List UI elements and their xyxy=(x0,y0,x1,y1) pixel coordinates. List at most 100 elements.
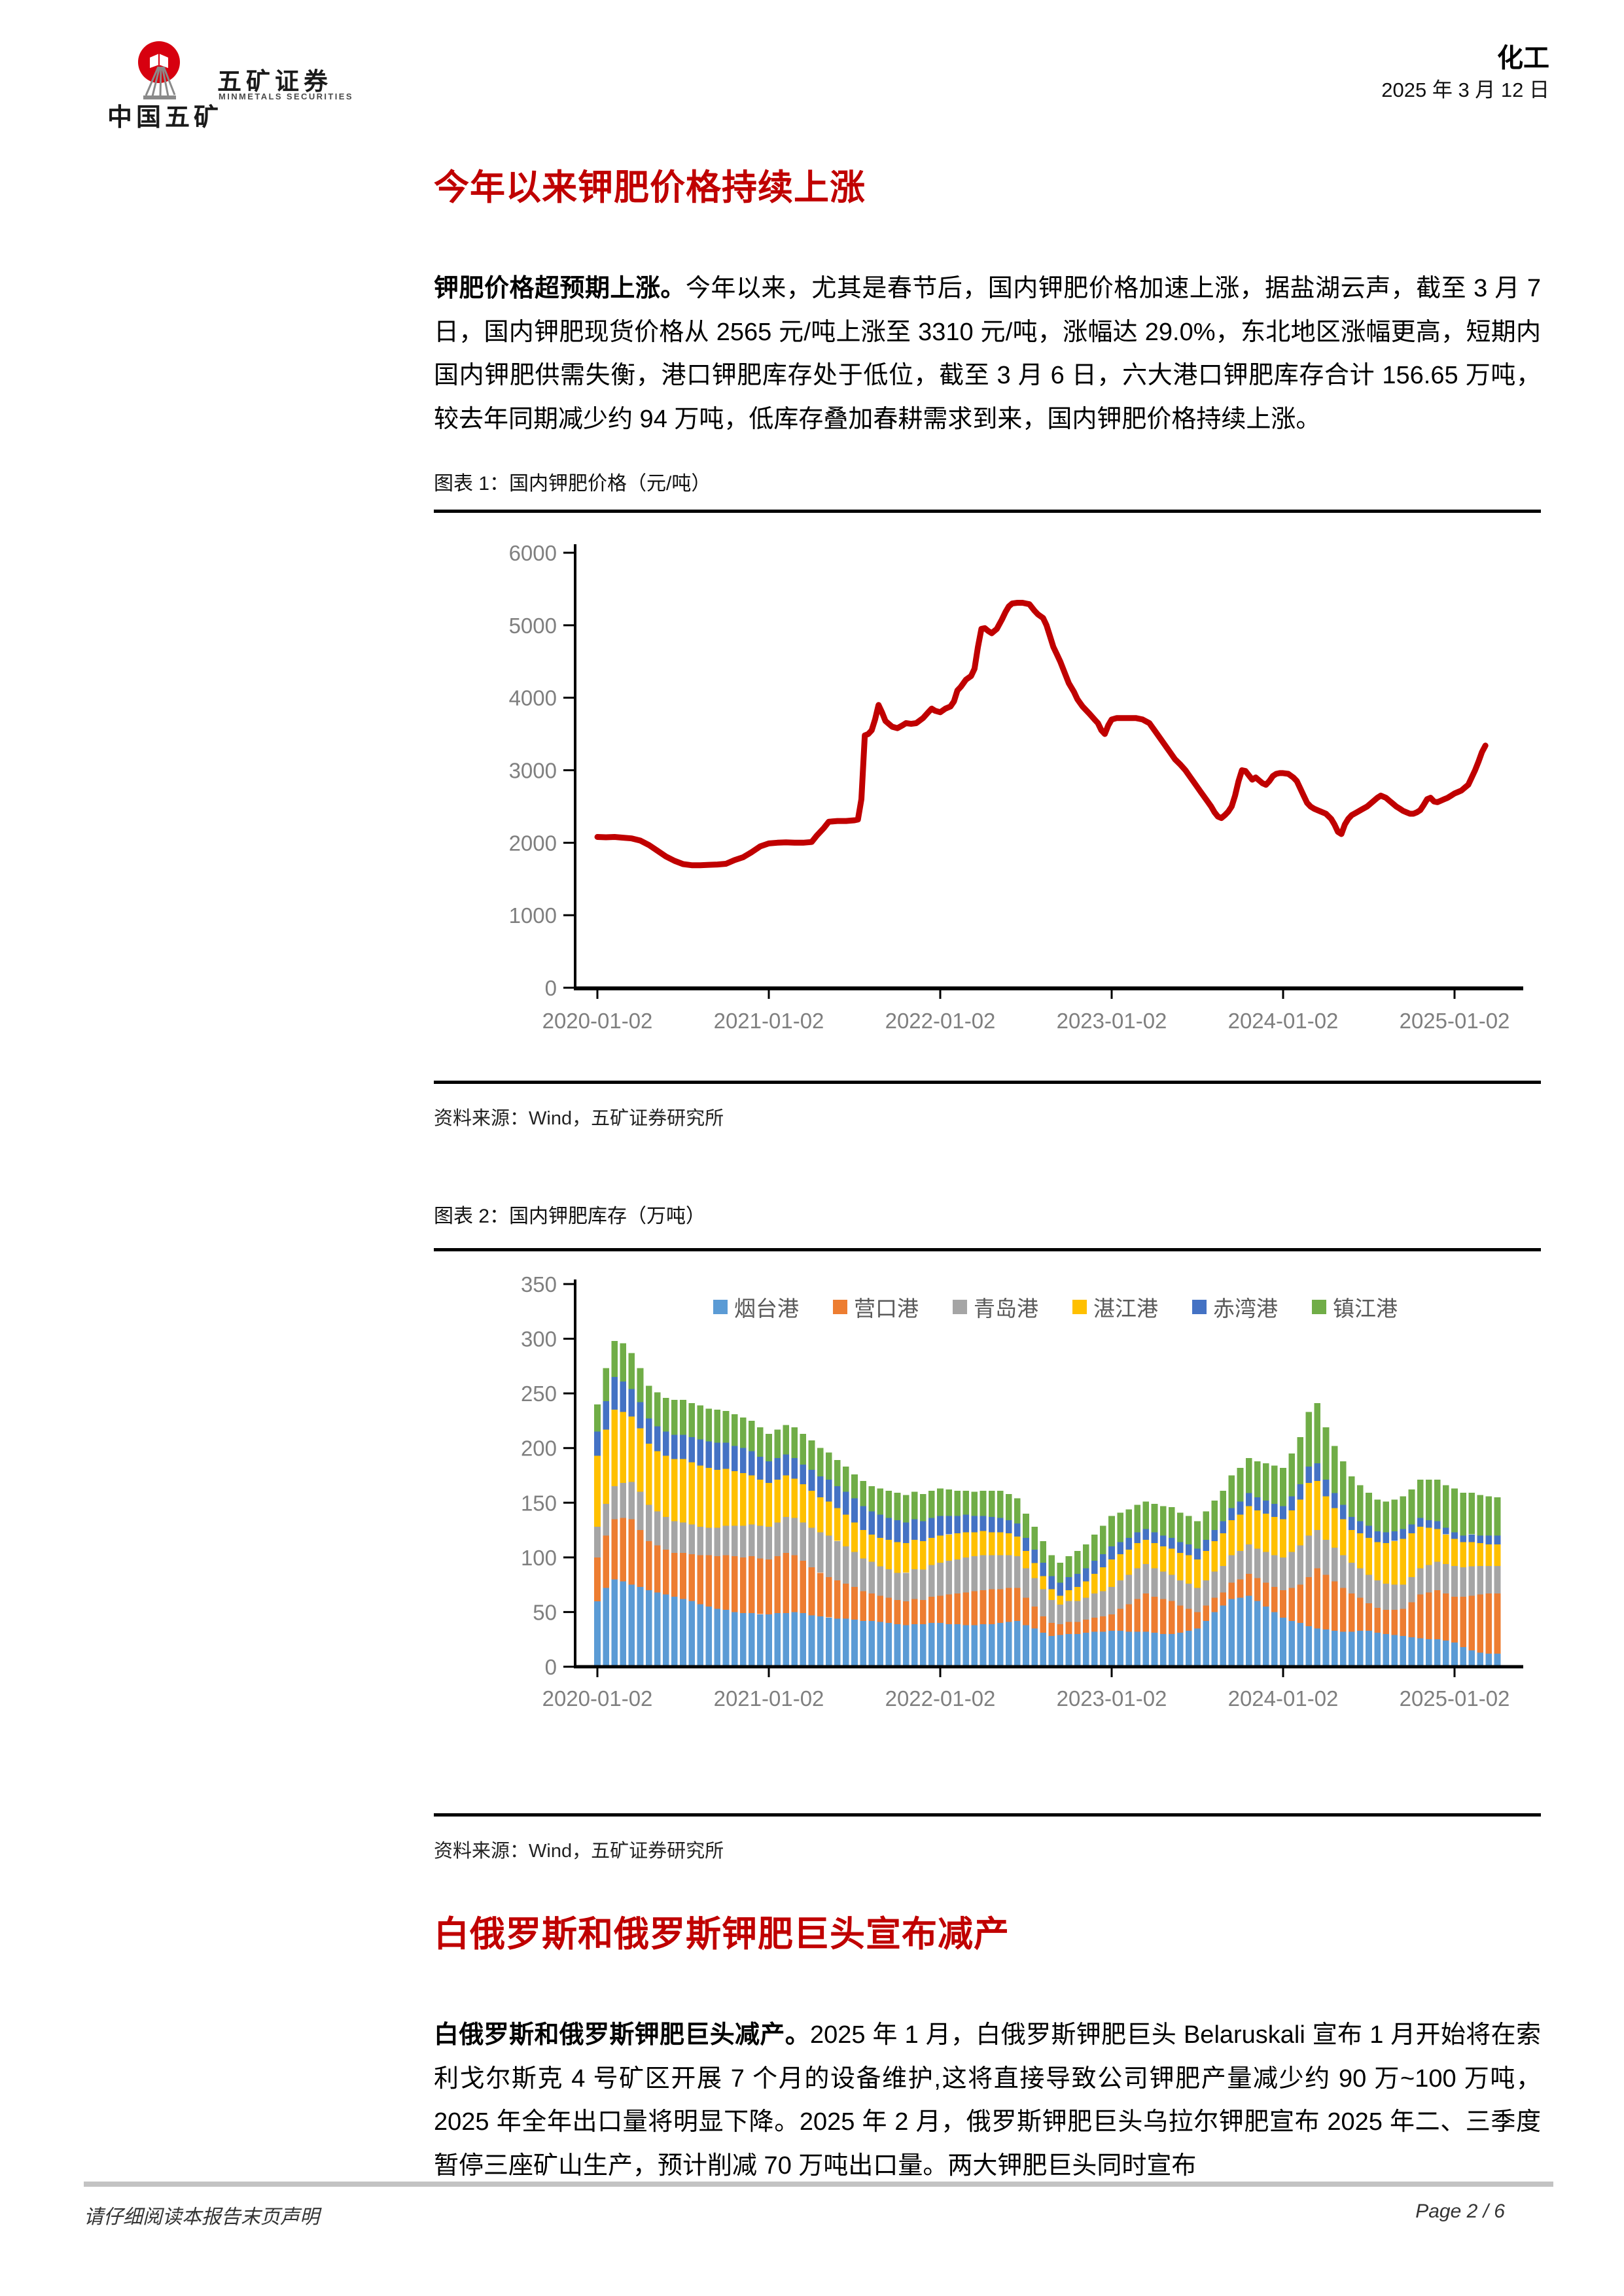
bar-segment xyxy=(1349,1530,1355,1563)
bar-segment xyxy=(1417,1518,1424,1527)
bar-segment xyxy=(1211,1612,1218,1667)
bar-segment xyxy=(757,1480,764,1526)
bar-segment xyxy=(825,1576,832,1618)
bar-segment xyxy=(1477,1594,1484,1653)
section2-paragraph-body: 2025 年 1 月，白俄罗斯钾肥巨头 Belaruskali 宣布 1 月开始… xyxy=(434,2021,1541,2180)
bar-segment xyxy=(1211,1530,1218,1541)
bar-segment xyxy=(1057,1595,1064,1605)
chart-legend: 烟台港 营口港 青岛港 湛江港 赤湾港 镇江港 xyxy=(584,1291,1527,1323)
bar-segment xyxy=(1425,1480,1432,1520)
bar-segment xyxy=(594,1557,601,1601)
bar-segment xyxy=(928,1597,935,1624)
bar-segment xyxy=(603,1429,609,1504)
bar-segment xyxy=(783,1475,789,1517)
legend-label: 镇江港 xyxy=(1333,1296,1398,1321)
sector-label: 化工 xyxy=(1497,44,1549,73)
bar-segment xyxy=(945,1534,952,1561)
bar-segment xyxy=(1443,1534,1449,1564)
y-axis-tick-label: 50 xyxy=(533,1600,557,1624)
bar-segment xyxy=(1477,1543,1484,1567)
bar-segment xyxy=(902,1601,909,1626)
bar-segment xyxy=(697,1604,703,1667)
bar-segment xyxy=(1305,1467,1313,1484)
bar-segment xyxy=(1057,1635,1064,1667)
bar-segment xyxy=(988,1490,995,1517)
bar-segment xyxy=(688,1403,695,1437)
bar-segment xyxy=(1168,1507,1175,1538)
bar-segment xyxy=(697,1465,703,1527)
bar-segment xyxy=(739,1557,747,1614)
bar-segment xyxy=(1254,1461,1261,1497)
bar-segment xyxy=(1339,1555,1347,1588)
bar-segment xyxy=(714,1442,721,1470)
bar-segment xyxy=(654,1592,661,1667)
bar-segment xyxy=(928,1537,935,1565)
bar-segment xyxy=(1074,1573,1081,1587)
bar-segment xyxy=(1477,1495,1484,1536)
bar-segment xyxy=(1014,1620,1021,1667)
bar-segment xyxy=(1339,1519,1347,1556)
bar-segment xyxy=(1203,1550,1209,1580)
bar-segment xyxy=(1117,1512,1123,1542)
bar-segment xyxy=(808,1567,815,1616)
bar-segment xyxy=(671,1400,678,1435)
bar-segment xyxy=(1142,1563,1150,1593)
y-axis-tick-label: 5000 xyxy=(509,614,557,638)
y-axis-tick-label: 2000 xyxy=(509,831,557,855)
bar-segment xyxy=(671,1459,678,1522)
bar-segment xyxy=(1023,1514,1029,1538)
section2-title: 白俄罗斯和俄罗斯钾肥巨头宣布减产 xyxy=(434,1915,1010,1954)
bar-segment xyxy=(1142,1540,1150,1564)
bar-segment xyxy=(680,1459,686,1523)
bar-segment xyxy=(980,1624,987,1667)
bar-segment xyxy=(1314,1480,1321,1531)
bar-segment xyxy=(594,1404,601,1432)
bar-segment xyxy=(902,1625,909,1667)
bar-segment xyxy=(1288,1620,1295,1667)
bar-segment xyxy=(1417,1527,1424,1569)
bar-segment xyxy=(911,1569,918,1599)
bar-segment xyxy=(697,1405,703,1440)
bar-segment xyxy=(962,1557,970,1593)
bar-segment xyxy=(1468,1493,1475,1535)
bar-segment xyxy=(808,1440,815,1470)
bar-segment xyxy=(1091,1560,1098,1574)
bar-segment xyxy=(1331,1493,1338,1508)
bar-segment xyxy=(1314,1530,1321,1569)
bar-segment xyxy=(800,1560,807,1614)
bar-segment xyxy=(766,1614,772,1667)
bar-segment xyxy=(1391,1635,1398,1667)
footer-disclaimer: 请仔细阅读本报告末页声明 xyxy=(84,2206,319,2228)
bar-segment xyxy=(808,1615,815,1667)
bar-segment xyxy=(663,1455,669,1517)
bar-segment xyxy=(705,1467,713,1528)
bar-segment xyxy=(663,1594,669,1667)
bar-segment xyxy=(1339,1631,1347,1667)
bar-segment xyxy=(1237,1501,1244,1515)
bar-segment xyxy=(1177,1553,1184,1580)
legend-item: 镇江港 xyxy=(1312,1291,1398,1323)
bar-segment xyxy=(1057,1563,1064,1583)
bar-segment xyxy=(1142,1501,1150,1529)
bar-segment xyxy=(1108,1559,1115,1587)
bar-segment xyxy=(997,1490,1004,1518)
bar-segment xyxy=(1305,1412,1313,1467)
bar-segment xyxy=(1186,1555,1192,1584)
bar-segment xyxy=(834,1540,841,1580)
bar-segment xyxy=(1408,1533,1415,1577)
bar-segment xyxy=(757,1614,764,1667)
bar-segment xyxy=(749,1475,755,1525)
footer-rule xyxy=(84,2182,1553,2187)
bar-segment xyxy=(1451,1539,1458,1567)
bar-segment xyxy=(817,1497,824,1533)
bar-segment xyxy=(817,1573,824,1617)
bar-segment xyxy=(1108,1587,1115,1614)
bar-segment xyxy=(1065,1601,1072,1622)
bar-segment xyxy=(920,1540,927,1570)
bar-segment xyxy=(1245,1544,1252,1574)
figure2-source: 资料来源：Wind，五矿证券研究所 xyxy=(434,1841,724,1862)
bar-segment xyxy=(843,1467,849,1492)
bar-segment xyxy=(1374,1542,1381,1580)
bar-segment xyxy=(988,1555,995,1590)
bar-segment xyxy=(1151,1597,1158,1633)
